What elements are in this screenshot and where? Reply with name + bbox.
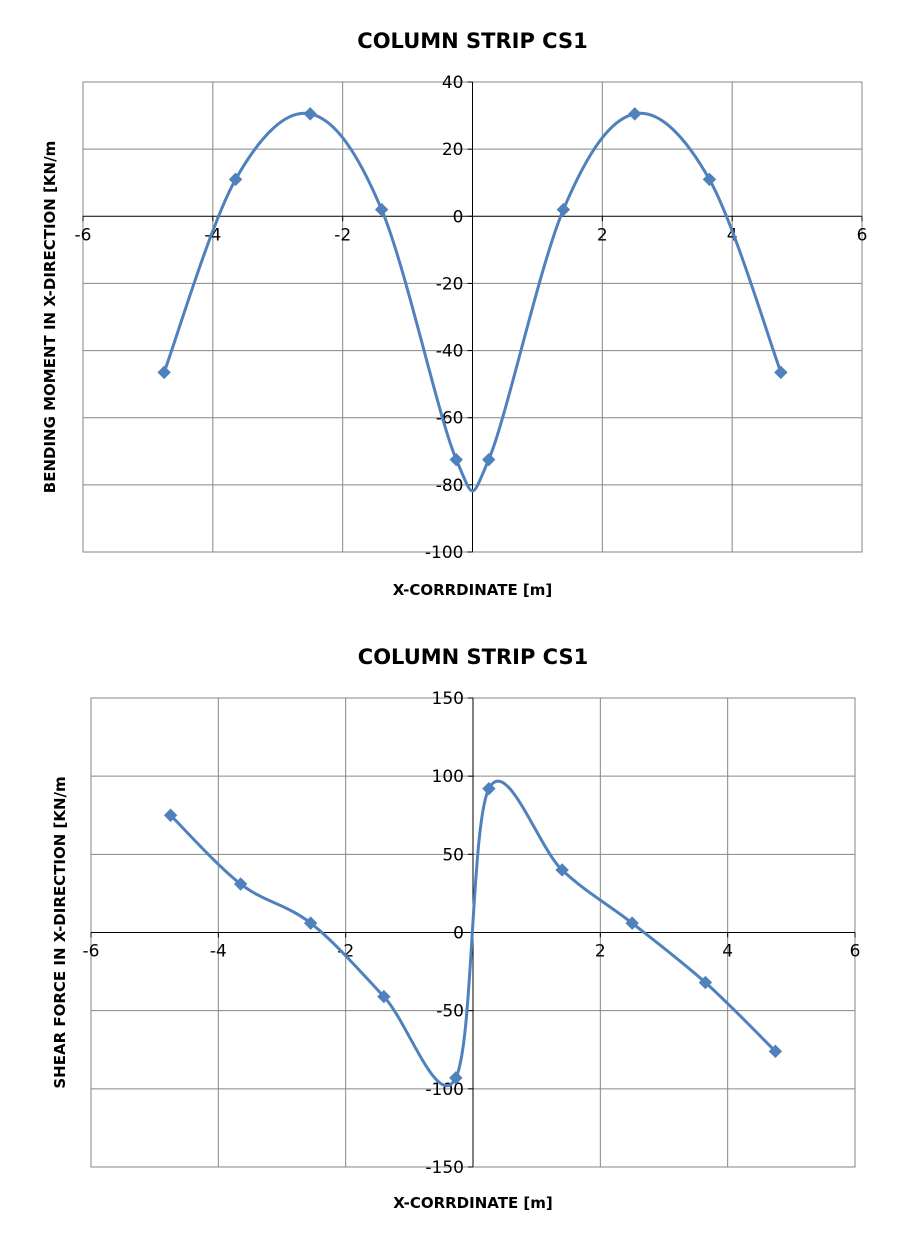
moment-y-tick-label: -100 (425, 543, 464, 563)
shear-y-tick-label: 150 (432, 689, 464, 709)
shear-x-axis-label: X-CORRDINATE [m] (393, 1194, 553, 1212)
moment-data-point (157, 365, 171, 380)
moment-x-axis-label: X-CORRDINATE [m] (393, 581, 553, 599)
moment-data-point (774, 365, 788, 380)
shear-chart-title: COLUMN STRIP CS1 (358, 645, 588, 669)
shear-y-axis-label: SHEAR FORCE IN X-DIRECTION [KN/m (51, 776, 69, 1088)
shear-force-chart: COLUMN STRIP CS1 -6 -4 -2 2 4 6 -150 -100 -50 0 50 1… (0, 615, 912, 1247)
moment-data-point (374, 202, 389, 217)
moment-x-tick-label: 6 (857, 225, 868, 245)
shear-y-tick-label: -50 (436, 1002, 464, 1022)
moment-x-tick-label: 4 (727, 225, 738, 245)
moment-data-point (482, 452, 496, 467)
moment-data-point (303, 107, 317, 121)
shear-series-line (169, 779, 777, 1088)
bending-moment-chart: COLUMN STRIP CS1 -6 -4 -2 2 4 6 -100 -80 -60 -40 -2… (0, 0, 912, 615)
moment-y-tick-label: -80 (436, 476, 464, 496)
shear-data-point (449, 1071, 463, 1085)
shear-force-chart-svg: COLUMN STRIP CS1 -6 -4 -2 2 4 6 -150 -100 -50 0 50 1… (51, 645, 861, 1212)
shear-data-point (698, 975, 713, 990)
moment-y-tick-label: 40 (442, 73, 464, 93)
shear-data-point (625, 916, 639, 930)
moment-data-point (449, 452, 463, 467)
shear-y-tick-label: -100 (425, 1080, 464, 1100)
moment-x-tick-label: 2 (597, 225, 608, 245)
moment-x-tick-label: -6 (75, 225, 92, 245)
moment-y-tick-label: 0 (453, 207, 464, 227)
shear-x-tick-label: -4 (210, 942, 227, 962)
shear-data-point (303, 916, 318, 930)
moment-series-line (162, 111, 783, 493)
moment-data-point (628, 107, 642, 121)
shear-y-tick-label: 100 (432, 767, 464, 787)
moment-data-point (228, 172, 243, 187)
shear-y-tick-label: -150 (425, 1158, 464, 1178)
shear-x-tick-label: -6 (83, 942, 100, 962)
moment-y-tick-label: -20 (436, 274, 464, 294)
moment-chart-title: COLUMN STRIP CS1 (357, 29, 587, 53)
shear-y-tick-label: 0 (453, 924, 464, 944)
shear-x-tick-label: 2 (595, 942, 606, 962)
bending-moment-chart-svg: COLUMN STRIP CS1-6 -4 -2 2 4 6-100-80-60-40-2… (41, 29, 868, 599)
shear-data-point (233, 877, 248, 891)
shear-x-tick-label: 6 (850, 942, 861, 962)
moment-data-point (702, 172, 717, 187)
moment-y-tick-label: -40 (436, 342, 464, 362)
shear-x-tick-label: -2 (337, 942, 354, 962)
moment-data-point (556, 202, 571, 217)
shear-data-point (163, 808, 178, 822)
moment-x-tick-label: -2 (334, 225, 351, 245)
moment-y-tick-label: 20 (442, 140, 464, 160)
shear-data-point (482, 781, 496, 796)
shear-y-tick-label: 50 (442, 845, 464, 865)
shear-data-point (768, 1044, 783, 1059)
shear-data-point (555, 863, 569, 877)
moment-y-axis-label: BENDING MOMENT IN X-DIRECTION [KN/m (41, 141, 59, 493)
shear-data-point (377, 989, 391, 1004)
shear-x-tick-label: 4 (722, 942, 733, 962)
